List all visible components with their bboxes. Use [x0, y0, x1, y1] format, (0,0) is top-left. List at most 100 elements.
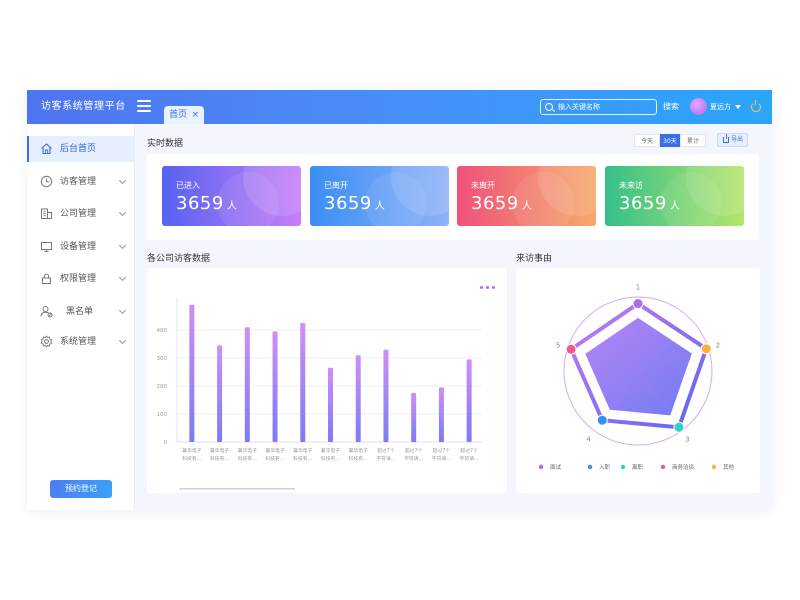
legend-label[interactable]: 其他 — [723, 463, 735, 471]
bar[interactable] — [300, 323, 306, 442]
search-box — [540, 99, 657, 115]
tab-home[interactable]: 首页 × — [164, 106, 204, 124]
legend-label[interactable]: 入职 — [599, 464, 611, 471]
stat-label: 未来访 — [619, 181, 643, 190]
stats-panel: 已进入 3659 人 已离开 3659 人 未离开 3659 人 未来访 3659 人 — [147, 154, 759, 240]
radar-point[interactable] — [700, 343, 712, 355]
radar-spoke — [637, 370, 671, 416]
x-tick-label: 字符请… — [432, 455, 451, 462]
company-chart-panel: 0 100 200 300 400 襄华电子 科技有… 襄华电子 科技有… 襄华电子 科技有… 襄华电… — [147, 268, 507, 493]
sidebar-item-label: 后台首页 — [60, 144, 97, 154]
export-button[interactable]: 导出 — [717, 133, 748, 147]
range-total-button[interactable]: 累计 — [680, 134, 706, 147]
avatar[interactable] — [690, 98, 707, 115]
radar-point[interactable] — [596, 414, 608, 426]
stat-value: 3659 — [619, 193, 667, 214]
user-name[interactable]: 夏远方 — [710, 103, 731, 111]
building-icon — [41, 208, 52, 219]
sidebar-item-companies[interactable]: 公司管理 — [27, 201, 135, 227]
x-tick-label: 科技有… — [293, 455, 312, 462]
horizontal-scrollbar[interactable] — [179, 488, 295, 490]
bar[interactable] — [411, 393, 417, 442]
stat-value: 3659 — [471, 193, 519, 214]
search-input[interactable] — [558, 100, 654, 114]
more-icon[interactable] — [480, 285, 496, 291]
bar[interactable] — [355, 355, 361, 442]
chevron-down-icon — [118, 241, 127, 250]
sidebar-item-label: 黑名单 — [66, 307, 94, 317]
radar-spoke — [637, 353, 692, 372]
range-today-button[interactable]: 今天 — [634, 134, 660, 147]
legend-swatch — [620, 464, 626, 470]
legend-swatch — [711, 464, 717, 470]
chevron-down-icon — [118, 306, 127, 315]
y-tick-label: 200 — [157, 384, 168, 390]
legend-label[interactable]: 面试 — [550, 463, 562, 471]
sidebar-item-permissions[interactable]: 权限管理 — [27, 266, 135, 292]
monitor-icon — [41, 242, 52, 252]
y-tick-label: 300 — [157, 356, 168, 362]
radar-axis-label: 4 — [586, 435, 591, 443]
menu-toggle-icon[interactable] — [137, 100, 151, 112]
chevron-down-icon — [118, 336, 127, 345]
sidebar-item-devices[interactable]: 设备管理 — [27, 234, 135, 260]
x-tick-label: 超过7个 — [460, 447, 478, 454]
stat-unit: 人 — [669, 201, 681, 212]
realtime-title: 实时数据 — [147, 139, 184, 149]
user-block-icon — [40, 306, 53, 318]
stat-label: 已进入 — [176, 181, 200, 190]
stat-unit: 人 — [226, 201, 238, 212]
search-button[interactable]: 搜索 — [663, 102, 679, 111]
stat-label: 已离开 — [324, 181, 348, 190]
bar[interactable] — [189, 304, 195, 442]
close-icon[interactable]: × — [191, 110, 199, 120]
power-icon[interactable] — [751, 100, 761, 112]
x-tick-label: 襄华电子 — [265, 447, 284, 454]
stat-card-left: 已离开 3659 人 — [310, 166, 449, 226]
stat-value: 3659 — [324, 193, 372, 214]
chevron-down-icon — [118, 208, 127, 217]
chevron-down-icon[interactable] — [735, 105, 741, 109]
radar-axis-label: 5 — [556, 342, 560, 350]
sidebar-item-label: 权限管理 — [60, 274, 97, 284]
bar[interactable] — [383, 349, 389, 442]
lock-icon — [42, 273, 51, 284]
x-tick-label: 襄华电子 — [210, 447, 229, 454]
x-tick-label: 襄华电子 — [182, 447, 201, 454]
export-icon — [723, 134, 729, 143]
bar[interactable] — [244, 327, 250, 442]
sidebar-item-visitors[interactable]: 访客管理 — [27, 169, 135, 195]
radar-point[interactable] — [565, 343, 577, 355]
tab-home-label: 首页 — [169, 110, 188, 120]
radar-spoke — [609, 370, 639, 410]
stat-card-entered: 已进入 3659 人 — [162, 166, 301, 226]
sidebar-item-label: 设备管理 — [60, 242, 97, 252]
range-30days-button[interactable]: 30天 — [660, 134, 680, 147]
sidebar: 后台首页 访客管理 公司管理 设备管理 权限管理 黑名单 — [27, 124, 135, 510]
bar[interactable] — [272, 331, 278, 442]
x-tick-label: 襄华电子 — [349, 447, 368, 454]
y-tick-label: 0 — [164, 440, 168, 446]
radar-area — [585, 317, 692, 416]
sidebar-item-blacklist[interactable]: 黑名单 — [27, 299, 135, 325]
legend-label[interactable]: 商务洽谈 — [672, 463, 695, 471]
bar[interactable] — [328, 367, 333, 442]
reserve-register-button[interactable]: 预约登记 — [50, 480, 112, 498]
sidebar-item-home[interactable]: 后台首页 — [27, 136, 135, 162]
bar[interactable] — [438, 387, 444, 442]
bar[interactable] — [217, 345, 223, 442]
stat-unit: 人 — [374, 201, 386, 212]
x-tick-label: 科技有… — [349, 455, 368, 462]
sidebar-item-label: 系统管理 — [60, 337, 97, 347]
radar-axis-label: 2 — [716, 342, 720, 350]
legend-label[interactable]: 离职 — [632, 463, 644, 471]
stat-label: 未离开 — [471, 181, 495, 190]
reason-chart-title: 来访事由 — [516, 254, 553, 264]
bar[interactable] — [466, 359, 472, 442]
sidebar-item-label: 公司管理 — [60, 209, 97, 219]
radar-point[interactable] — [673, 421, 685, 433]
sidebar-item-system[interactable]: 系统管理 — [27, 329, 135, 355]
app-logo: 访客系统管理平台 — [41, 101, 126, 112]
radar-point[interactable] — [632, 298, 644, 310]
x-tick-label: 襄华电子 — [238, 447, 257, 454]
